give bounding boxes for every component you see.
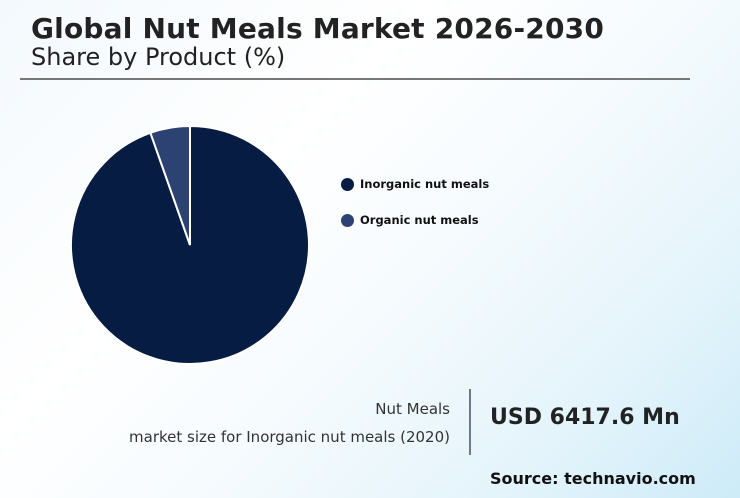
chart-subtitle: Share by Product (%) bbox=[31, 43, 286, 71]
kpi-description: market size for Inorganic nut meals (202… bbox=[129, 428, 450, 446]
pie-slice-organic-nut-meals bbox=[149, 124, 191, 246]
kpi-divider bbox=[469, 389, 471, 455]
source-credit: Source: technavio.com bbox=[490, 469, 696, 488]
legend-dot-icon bbox=[341, 177, 354, 191]
legend-label: Inorganic nut meals bbox=[360, 177, 490, 191]
chart-title: Global Nut Meals Market 2026-2030 bbox=[31, 12, 604, 45]
kpi-value: USD 6417.6 Mn bbox=[490, 405, 680, 430]
legend-item-inorganic: Inorganic nut meals bbox=[341, 175, 489, 193]
pie-chart bbox=[70, 124, 310, 365]
kpi-segment-label: Nut Meals bbox=[375, 400, 450, 418]
legend-item-organic: Organic nut meals bbox=[341, 211, 489, 229]
legend-dot-icon bbox=[341, 213, 354, 227]
legend-label: Organic nut meals bbox=[360, 213, 479, 227]
title-divider bbox=[20, 78, 690, 80]
legend: Inorganic nut meals Organic nut meals bbox=[341, 175, 489, 247]
